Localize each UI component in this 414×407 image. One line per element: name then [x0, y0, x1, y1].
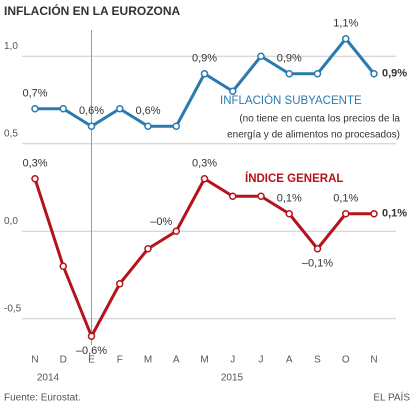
credit: EL PAÍS	[373, 391, 410, 404]
value-label: –0,6%	[76, 345, 107, 357]
point	[144, 122, 152, 130]
value-label: 0,3%	[192, 158, 217, 170]
point	[200, 70, 209, 78]
year-label: 2015	[221, 373, 244, 384]
point	[313, 245, 322, 253]
year-label: 2014	[37, 373, 60, 384]
x-tick-label: D	[60, 355, 67, 366]
point	[172, 122, 180, 130]
x-tick-label: A	[173, 355, 180, 366]
value-label: 0,1%	[277, 193, 302, 205]
note: energía y de alimentos no procesados)	[227, 130, 400, 141]
point	[116, 280, 124, 288]
series-label: ÍNDICE GENERAL	[245, 172, 343, 185]
value-label: 0,9%	[277, 53, 302, 65]
x-tick-label: F	[117, 355, 123, 366]
value-label: 0,1%	[382, 208, 407, 220]
point	[342, 210, 350, 218]
point	[285, 210, 293, 218]
x-tick-label: E	[88, 355, 95, 366]
point	[59, 262, 67, 270]
point	[116, 105, 124, 113]
point	[31, 105, 39, 113]
x-tick-label: A	[286, 355, 293, 366]
point	[257, 52, 265, 60]
point	[200, 175, 209, 183]
x-tick-label: S	[314, 355, 321, 366]
x-tick-label: J	[259, 355, 264, 366]
x-tick-label: M	[200, 355, 208, 366]
series-label: INFLACIÓN SUBYACENTE	[220, 94, 362, 107]
point	[172, 227, 180, 235]
point	[87, 122, 96, 130]
point	[370, 210, 378, 218]
y-tick-label: 1,0	[4, 41, 18, 52]
value-label: 0,3%	[22, 158, 47, 170]
point	[313, 70, 322, 78]
point	[31, 175, 39, 183]
point	[87, 332, 96, 340]
point	[257, 192, 265, 200]
point	[59, 105, 67, 113]
point	[229, 192, 237, 200]
x-tick-label: M	[144, 355, 152, 366]
point	[144, 245, 152, 253]
point	[370, 70, 378, 78]
value-label: 0,9%	[192, 53, 217, 65]
y-tick-label: 0,0	[4, 216, 18, 227]
chart-title: INFLACIÓN EN LA EUROZONA	[4, 3, 181, 18]
x-tick-label: N	[31, 355, 38, 366]
source: Fuente: Eurostat.	[4, 393, 81, 404]
value-label: 0,9%	[382, 68, 407, 80]
value-label: –0%	[150, 216, 172, 228]
value-label: –0,1%	[302, 258, 333, 270]
x-tick-label: O	[342, 355, 350, 366]
point	[285, 70, 293, 78]
y-tick-label: -0,5	[4, 303, 22, 314]
x-tick-label: N	[370, 355, 377, 366]
x-tick-label: J	[230, 355, 235, 366]
y-tick-label: 0,5	[4, 128, 18, 139]
value-label: 0,1%	[333, 193, 358, 205]
point	[342, 35, 350, 43]
value-label: 1,1%	[333, 18, 358, 30]
value-label: 0,7%	[22, 88, 47, 100]
value-label: 0,6%	[79, 105, 104, 117]
note: (no tiene en cuenta los precios de la	[239, 114, 400, 125]
point	[229, 87, 237, 95]
value-label: 0,6%	[135, 105, 160, 117]
